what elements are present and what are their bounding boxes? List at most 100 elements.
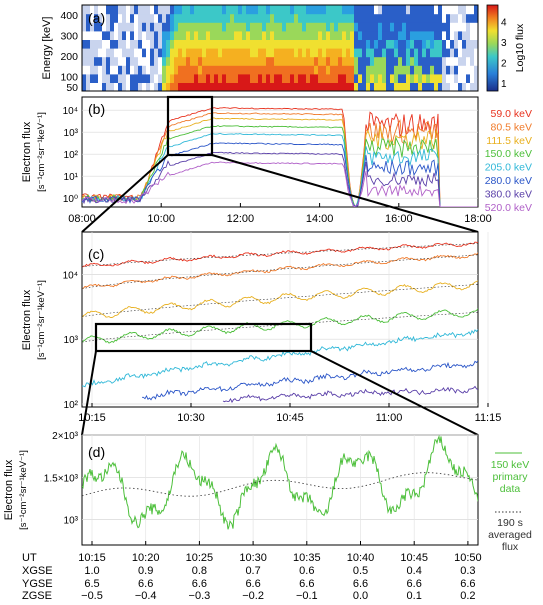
heatmap-cell [98,13,103,23]
heatmap-cell [106,22,111,32]
heatmap-cell [234,22,239,32]
colorbar-ticks: 1 2 3 4 [501,17,507,89]
heatmap-cell [142,5,147,15]
heatmap-cell [258,5,263,15]
heatmap-cell [186,30,191,40]
heatmap-cell [166,73,171,83]
heatmap-cell [178,39,183,49]
heatmap-cell [238,73,243,83]
heatmap-cell [466,30,471,40]
heatmap-cell [282,22,287,32]
heatmap-cell [346,39,351,49]
heatmap-cell [394,48,399,58]
heatmap-cell [158,13,163,23]
heatmap-cell [406,65,411,75]
heatmap-cell [110,30,115,40]
heatmap-cell [418,22,423,32]
heatmap-cell [370,82,375,91]
heatmap-cell [418,65,423,75]
heatmap-cell [170,65,175,75]
heatmap-cell [154,30,159,40]
panel-c-ytick: 10³ [64,335,79,346]
heatmap-cell [458,48,463,58]
heatmap-cell [142,22,147,32]
panel-b-xtick: 18:00 [464,213,492,225]
panel-c-yticks: 10² 10³ 10⁴ [63,270,79,411]
heatmap-cell [150,65,155,75]
heatmap-cell [282,48,287,58]
zoom-line-left-cd [81,350,97,436]
heatmap-cell [178,56,183,66]
heatmap-cell [262,82,267,91]
heatmap-cell [410,39,415,49]
panel-d: (d) Electron flux [s⁻¹cm⁻²sr⁻¹keV⁻¹] 10³… [3,431,532,602]
heatmap-cell [314,39,319,49]
heatmap-cell [110,82,115,91]
heatmap-cell [290,56,295,66]
heatmap-cell [326,65,331,75]
heatmap-cell [158,39,163,49]
heatmap-cell [466,13,471,23]
heatmap-cell [406,5,411,15]
heatmap-cell [238,13,243,23]
heatmap-cell [230,5,235,15]
heatmap-cell [282,82,287,91]
heatmap-cell [454,13,459,23]
heatmap-cell [134,39,139,49]
heatmap-cell [190,22,195,32]
heatmap-cell [326,30,331,40]
heatmap-cell [446,56,451,66]
heatmap-cell [302,30,307,40]
heatmap-cell [202,5,207,15]
time-row-label: ZGSE [22,590,52,600]
heatmap-cell [206,65,211,75]
heatmap-cell [330,73,335,83]
heatmap-cell [194,65,199,75]
heatmap-cell [266,82,271,91]
heatmap-cell [186,39,191,49]
heatmap-cell [158,48,163,58]
heatmap-cell [246,48,251,58]
heatmap-cell [178,48,183,58]
heatmap-cell [462,39,467,49]
heatmap-cell [386,5,391,15]
heatmap-cell [226,56,231,66]
heatmap-cell [206,5,211,15]
heatmap-cell [374,13,379,23]
heatmap-cell [262,22,267,32]
heatmap-cell [262,73,267,83]
heatmap-cell [394,39,399,49]
heatmap-cell [334,73,339,83]
panel-b-line [82,161,478,207]
heatmap-cell [162,48,167,58]
heatmap-cell [390,39,395,49]
heatmap-cell [286,39,291,49]
heatmap-cell [154,82,159,91]
heatmap-cell [314,73,319,83]
heatmap-cell [354,13,359,23]
heatmap-cell [270,13,275,23]
colorbar-label: Log10 flux [514,23,526,72]
panel-b-line [82,142,478,207]
heatmap-cell [426,5,431,15]
heatmap-cell [214,65,219,75]
heatmap-cell [282,65,287,75]
heatmap-cell [418,48,423,58]
heatmap-cell [162,22,167,32]
heatmap-cell [122,39,127,49]
heatmap-cell [358,13,363,23]
heatmap-cell [90,73,95,83]
heatmap-cell [82,65,87,75]
heatmap-cell [286,73,291,83]
heatmap-cell [382,13,387,23]
heatmap-cell [178,65,183,75]
heatmap-cell [406,39,411,49]
heatmap-cell [222,22,227,32]
heatmap-cell [290,65,295,75]
heatmap-cell [290,22,295,32]
heatmap-cell [106,48,111,58]
heatmap-cell [154,73,159,83]
heatmap-cell [102,56,107,66]
time-row-value: 6.6 [192,578,207,590]
